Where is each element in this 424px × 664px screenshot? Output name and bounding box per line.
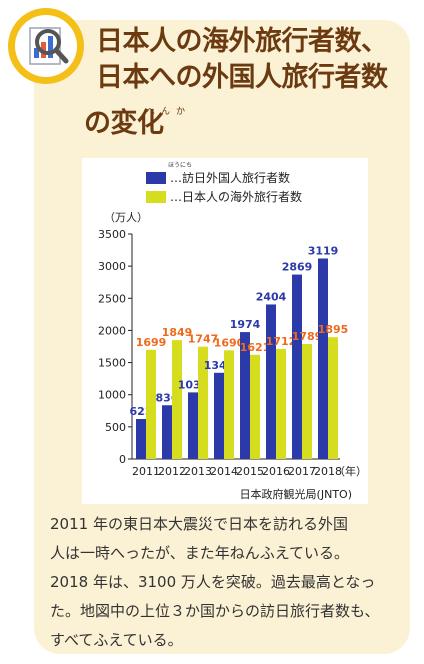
x-tick-label: 2012 (158, 465, 186, 478)
bar-visitors (240, 332, 250, 459)
y-tick-label: 500 (105, 421, 126, 434)
y-tick-label: 3500 (98, 228, 126, 241)
page-title: 日本人の海外旅行者数、 日本への外国人旅行者数 へんか の変化 (84, 24, 388, 142)
magnifier-chart-icon (8, 8, 84, 84)
description-line-5: すべてふえている。 (50, 631, 183, 649)
title-ruby: へんか (146, 107, 192, 117)
bar-visitors (318, 258, 328, 459)
x-tick-label: 2018 (314, 465, 342, 478)
bar-value-label: 1712 (266, 335, 297, 348)
title-line-3: へんか の変化 (84, 96, 388, 142)
description-line-2: 人は一時へったが、また年ねんふえている。 (50, 544, 349, 562)
bar-visitors (136, 419, 146, 459)
description-line-4: た。地図中の上位３か国からの訪日旅行者数も、 (50, 602, 380, 620)
y-tick-label: 2500 (98, 292, 126, 305)
title-line-2: 日本への外国人旅行者数 (96, 62, 388, 93)
x-tick-label: 2013 (184, 465, 212, 478)
title-line-3-text: の変化 (84, 108, 164, 139)
x-tick-label: 2015 (236, 465, 264, 478)
description: 2011 年の東日本大震災で日本を訪れる外国 人は一時へったが、また年ねんふえて… (50, 510, 400, 655)
legend-swatch-outbound (146, 191, 166, 203)
y-tick-label: 3000 (98, 260, 126, 273)
bar-outbound (172, 340, 182, 459)
bar-visitors (292, 274, 302, 459)
chart-panel: ほうにち …訪日外国人旅行者数 …日本人の海外旅行者数 （万人） 0 500 100… (82, 158, 368, 504)
title-line-1: 日本人の海外旅行者数、 (96, 26, 388, 57)
x-tick-label: 2011 (132, 465, 160, 478)
bar-value-label: 2869 (282, 261, 313, 274)
legend-label-outbound: …日本人の海外旅行者数 (170, 189, 302, 204)
bar-value-label: 1699 (136, 336, 167, 349)
x-unit-label: （年） (334, 464, 367, 478)
y-tick-label: 1000 (98, 389, 126, 402)
bar-visitors (214, 372, 224, 459)
bar-value-label: 1849 (162, 326, 193, 339)
bar-value-label: 2404 (256, 290, 287, 303)
bar-outbound (250, 354, 260, 459)
y-unit-label: （万人） (104, 211, 148, 224)
x-tick-label: 2014 (210, 465, 238, 478)
legend-swatch-visitors (146, 172, 166, 184)
bar-value-label: 3119 (308, 244, 339, 257)
legend-ruby: ほうにち (168, 162, 192, 169)
legend-label-visitors: …訪日外国人旅行者数 (170, 170, 290, 185)
bar-outbound (224, 350, 234, 459)
x-tick-label: 2016 (262, 465, 290, 478)
bar-outbound (328, 337, 338, 459)
bar-outbound (198, 346, 208, 459)
bar-value-label: 1974 (230, 318, 261, 331)
bar-visitors (162, 405, 172, 459)
y-tick-label: 2000 (98, 324, 126, 337)
y-tick-label: 0 (119, 453, 126, 466)
description-line-1: 2011 年の東日本大震災で日本を訪れる外国 (50, 515, 348, 533)
bar-outbound (276, 348, 286, 459)
bar-outbound (146, 349, 156, 459)
bar-value-label: 1690 (214, 336, 245, 349)
bar-chart: ほうにち …訪日外国人旅行者数 …日本人の海外旅行者数 （万人） 0 500 100… (98, 162, 367, 501)
bar-value-label: 1895 (318, 323, 349, 336)
bar-visitors (266, 304, 276, 459)
bar-value-label: 1747 (188, 333, 219, 346)
x-tick-label: 2017 (288, 465, 316, 478)
chart-source: 日本政府観光局(JNTO) (240, 487, 352, 501)
bar-value-label: 1621 (240, 341, 271, 354)
bar-outbound (302, 343, 312, 459)
bar-value-label: 1789 (292, 330, 323, 343)
description-line-3: 2018 年は、3100 万人を突破。過去最高となっ (50, 573, 376, 591)
bar-visitors (188, 392, 198, 459)
y-tick-label: 1500 (98, 357, 126, 370)
